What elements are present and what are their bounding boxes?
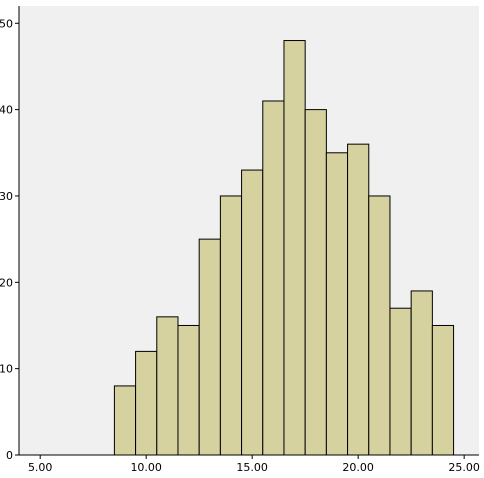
- x-tick-label-0: 5.00: [28, 461, 53, 474]
- bar-3: [156, 316, 179, 456]
- bar-2: [135, 350, 158, 456]
- y-tick-label-0: 0: [6, 449, 13, 462]
- bar-11: [325, 152, 349, 456]
- y-tick-label-3: 30: [0, 190, 13, 203]
- bar-4: [177, 324, 200, 456]
- x-tick-label-1: 10.00: [130, 461, 162, 474]
- x-tick-label-3: 20.00: [342, 461, 374, 474]
- bars-group: [113, 40, 455, 456]
- x-tick-label-4: 25.00: [448, 461, 480, 474]
- bar-15: [410, 290, 433, 456]
- bar-5: [198, 238, 221, 456]
- y-tick-label-2: 20: [0, 276, 13, 289]
- y-tick-label-4: 40: [0, 104, 13, 117]
- bar-14: [389, 307, 412, 456]
- y-tick-label-5: 50: [0, 17, 13, 30]
- bar-8: [262, 100, 285, 456]
- bar-6: [219, 195, 243, 456]
- bar-10: [304, 109, 327, 456]
- bar-16: [431, 324, 455, 456]
- bar-7: [241, 169, 264, 456]
- bar-9: [283, 40, 306, 456]
- ticks-group: 0 10 20 30 40 50 5.00 10.00 15.00 20.00 25.00: [0, 17, 480, 474]
- bar-1: [113, 385, 137, 456]
- y-tick-label-1: 10: [0, 363, 13, 376]
- x-tick-label-2: 15.00: [236, 461, 268, 474]
- bar-12: [347, 143, 370, 456]
- bar-13: [368, 195, 391, 456]
